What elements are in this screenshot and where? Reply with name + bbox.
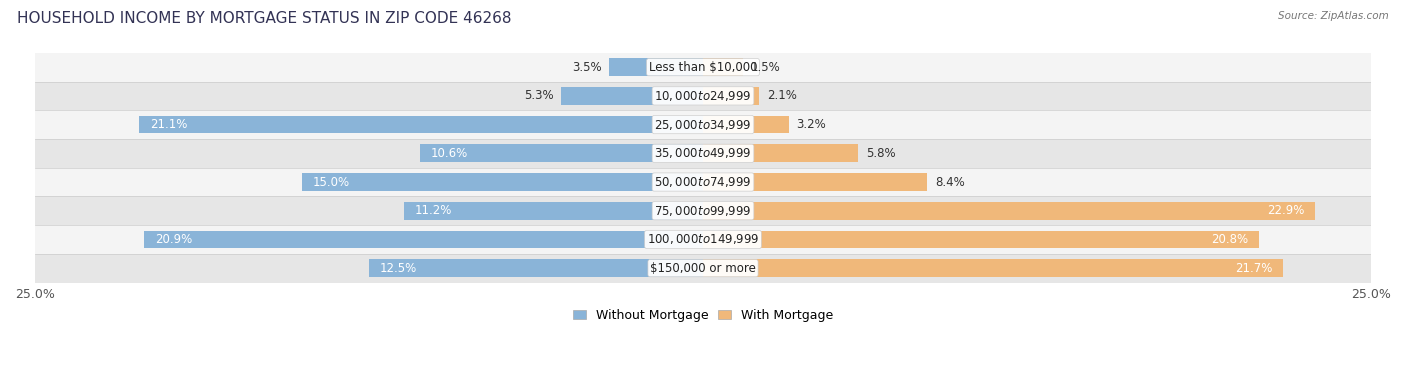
- Text: $50,000 to $74,999: $50,000 to $74,999: [654, 175, 752, 189]
- Bar: [35, 168, 1371, 197]
- Text: 10.6%: 10.6%: [430, 147, 468, 160]
- Bar: [703, 259, 1282, 277]
- Text: $100,000 to $149,999: $100,000 to $149,999: [647, 232, 759, 246]
- Bar: [368, 259, 703, 277]
- Bar: [609, 58, 703, 76]
- Text: 2.1%: 2.1%: [768, 89, 797, 102]
- Text: 5.3%: 5.3%: [523, 89, 554, 102]
- Bar: [139, 116, 703, 133]
- Text: 8.4%: 8.4%: [935, 175, 966, 189]
- Text: $35,000 to $49,999: $35,000 to $49,999: [654, 146, 752, 160]
- Text: Less than $10,000: Less than $10,000: [648, 60, 758, 74]
- Text: 12.5%: 12.5%: [380, 262, 418, 275]
- Text: $150,000 or more: $150,000 or more: [650, 262, 756, 275]
- Text: 20.9%: 20.9%: [155, 233, 193, 246]
- Bar: [35, 82, 1371, 110]
- Bar: [703, 116, 789, 133]
- Bar: [703, 202, 1315, 220]
- Text: $25,000 to $34,999: $25,000 to $34,999: [654, 118, 752, 132]
- Bar: [145, 231, 703, 248]
- Text: 15.0%: 15.0%: [314, 175, 350, 189]
- Text: 21.1%: 21.1%: [150, 118, 187, 131]
- Bar: [35, 197, 1371, 225]
- Bar: [420, 144, 703, 162]
- Text: Source: ZipAtlas.com: Source: ZipAtlas.com: [1278, 11, 1389, 21]
- Bar: [302, 173, 703, 191]
- Text: 20.8%: 20.8%: [1211, 233, 1249, 246]
- Bar: [35, 254, 1371, 282]
- Text: 22.9%: 22.9%: [1267, 204, 1305, 217]
- Text: HOUSEHOLD INCOME BY MORTGAGE STATUS IN ZIP CODE 46268: HOUSEHOLD INCOME BY MORTGAGE STATUS IN Z…: [17, 11, 512, 26]
- Text: 1.5%: 1.5%: [751, 60, 780, 74]
- Bar: [703, 58, 744, 76]
- Text: 21.7%: 21.7%: [1234, 262, 1272, 275]
- Bar: [35, 139, 1371, 168]
- Bar: [703, 231, 1258, 248]
- Text: $10,000 to $24,999: $10,000 to $24,999: [654, 89, 752, 103]
- Text: 5.8%: 5.8%: [866, 147, 896, 160]
- Text: 11.2%: 11.2%: [415, 204, 451, 217]
- Bar: [35, 53, 1371, 82]
- Bar: [35, 225, 1371, 254]
- Bar: [35, 110, 1371, 139]
- Bar: [703, 144, 858, 162]
- Text: $75,000 to $99,999: $75,000 to $99,999: [654, 204, 752, 218]
- Bar: [561, 87, 703, 105]
- Bar: [404, 202, 703, 220]
- Bar: [703, 87, 759, 105]
- Legend: Without Mortgage, With Mortgage: Without Mortgage, With Mortgage: [568, 304, 838, 327]
- Text: 3.2%: 3.2%: [797, 118, 827, 131]
- Bar: [703, 173, 928, 191]
- Text: 3.5%: 3.5%: [572, 60, 602, 74]
